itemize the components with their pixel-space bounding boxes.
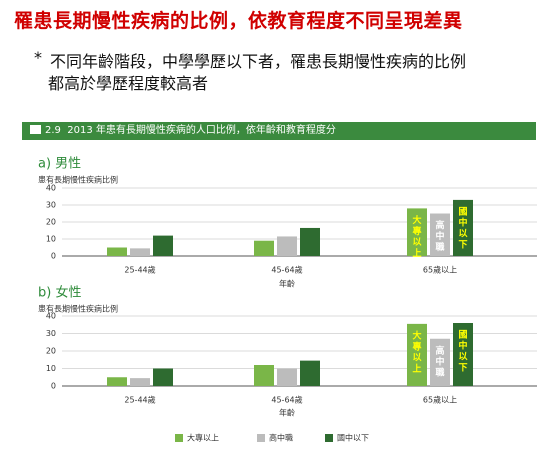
y-tick-label: 20 xyxy=(46,347,56,356)
bar xyxy=(407,323,427,386)
bar-annotation: 職 xyxy=(435,241,444,253)
bar xyxy=(300,227,320,256)
bar-annotation: 中 xyxy=(435,230,444,242)
note-line-1: 不同年齡階段，中學學歷以下者，罹患長期慢性疾病的比例 xyxy=(50,52,467,71)
figure-icon xyxy=(30,125,41,134)
bar-annotation: 中 xyxy=(458,340,467,352)
y-tick-label: 30 xyxy=(46,201,56,210)
bar xyxy=(277,236,297,256)
y-tick-label: 0 xyxy=(51,382,56,391)
bar-annotation: 以 xyxy=(412,237,421,248)
x-tick-label: 25-44歲 xyxy=(124,265,155,275)
bar-annotation: 大 xyxy=(412,214,421,226)
bar-annotation: 上 xyxy=(412,247,421,259)
y-tick-label: 10 xyxy=(46,364,56,373)
bar xyxy=(107,377,127,386)
x-tick-label: 45-64歲 xyxy=(271,265,302,275)
bar-annotation: 下 xyxy=(458,363,467,374)
bar-annotation: 下 xyxy=(458,239,467,250)
y-tick-label: 10 xyxy=(46,235,56,244)
bar-annotation: 高 xyxy=(435,219,444,231)
bar-annotation: 專 xyxy=(412,340,421,352)
y-tick-label: 0 xyxy=(51,252,56,261)
bar-annotation: 以 xyxy=(458,352,467,363)
panel-subtitle: b) 女性 xyxy=(38,285,81,301)
slide-title: 罹患長期慢性疾病的比例，依教育程度不同呈現差異 xyxy=(14,10,463,32)
y-tick-label: 30 xyxy=(46,329,56,338)
bar-annotation: 國 xyxy=(458,206,467,217)
legend-swatch xyxy=(257,434,265,442)
x-axis-label: 年齡 xyxy=(279,279,295,289)
y-axis-label: 患有長期慢性疾病比例 xyxy=(38,175,118,185)
bar xyxy=(453,323,473,386)
legend-label: 國中以下 xyxy=(337,433,369,443)
bar-annotation: 國 xyxy=(458,330,467,341)
bar xyxy=(407,208,427,256)
legend-label: 大專以上 xyxy=(187,433,219,443)
x-tick-label: 65歲以上 xyxy=(423,265,457,275)
note-line-2: 都高於學歷程度較高者 xyxy=(48,74,209,93)
bar xyxy=(300,360,320,386)
figure-number: 2.9 xyxy=(45,125,61,136)
bar-annotation: 中 xyxy=(458,216,467,228)
bar xyxy=(430,213,450,256)
figure-caption: 2013 年患有長期慢性疾病的人口比例，依年齡和教育程度分 xyxy=(67,125,336,136)
y-tick-label: 40 xyxy=(46,184,56,193)
bar xyxy=(277,368,297,386)
legend-swatch xyxy=(325,434,333,442)
bar-annotation: 中 xyxy=(435,355,444,367)
bar-annotation: 大 xyxy=(412,329,421,341)
y-axis-label: 患有長期慢性疾病比例 xyxy=(38,304,118,314)
bar-annotation: 高 xyxy=(435,344,444,356)
bar xyxy=(130,378,150,386)
x-tick-label: 25-44歲 xyxy=(124,395,155,405)
bar-annotation: 專 xyxy=(412,225,421,237)
bar xyxy=(130,248,150,256)
bar-annotation: 職 xyxy=(435,366,444,378)
bar xyxy=(153,235,173,256)
note-bullet: * xyxy=(34,48,42,67)
x-axis-label: 年齡 xyxy=(279,408,295,418)
bar xyxy=(254,240,274,256)
bar xyxy=(430,338,450,386)
legend-label: 高中職 xyxy=(269,433,293,443)
bar xyxy=(254,365,274,386)
bar-annotation: 上 xyxy=(412,362,421,374)
y-tick-label: 40 xyxy=(46,312,56,321)
bar-annotation: 以 xyxy=(412,352,421,363)
figure-banner: 2.9 2013 年患有長期慢性疾病的人口比例，依年齡和教育程度分 xyxy=(22,122,536,140)
bar xyxy=(153,368,173,386)
bar xyxy=(453,199,473,256)
x-tick-label: 45-64歲 xyxy=(271,395,302,405)
legend-swatch xyxy=(175,434,183,442)
y-tick-label: 20 xyxy=(46,218,56,227)
x-tick-label: 65歲以上 xyxy=(423,395,457,405)
bar xyxy=(107,247,127,256)
bar-annotation: 以 xyxy=(458,228,467,239)
panel-subtitle: a) 男性 xyxy=(38,157,81,172)
